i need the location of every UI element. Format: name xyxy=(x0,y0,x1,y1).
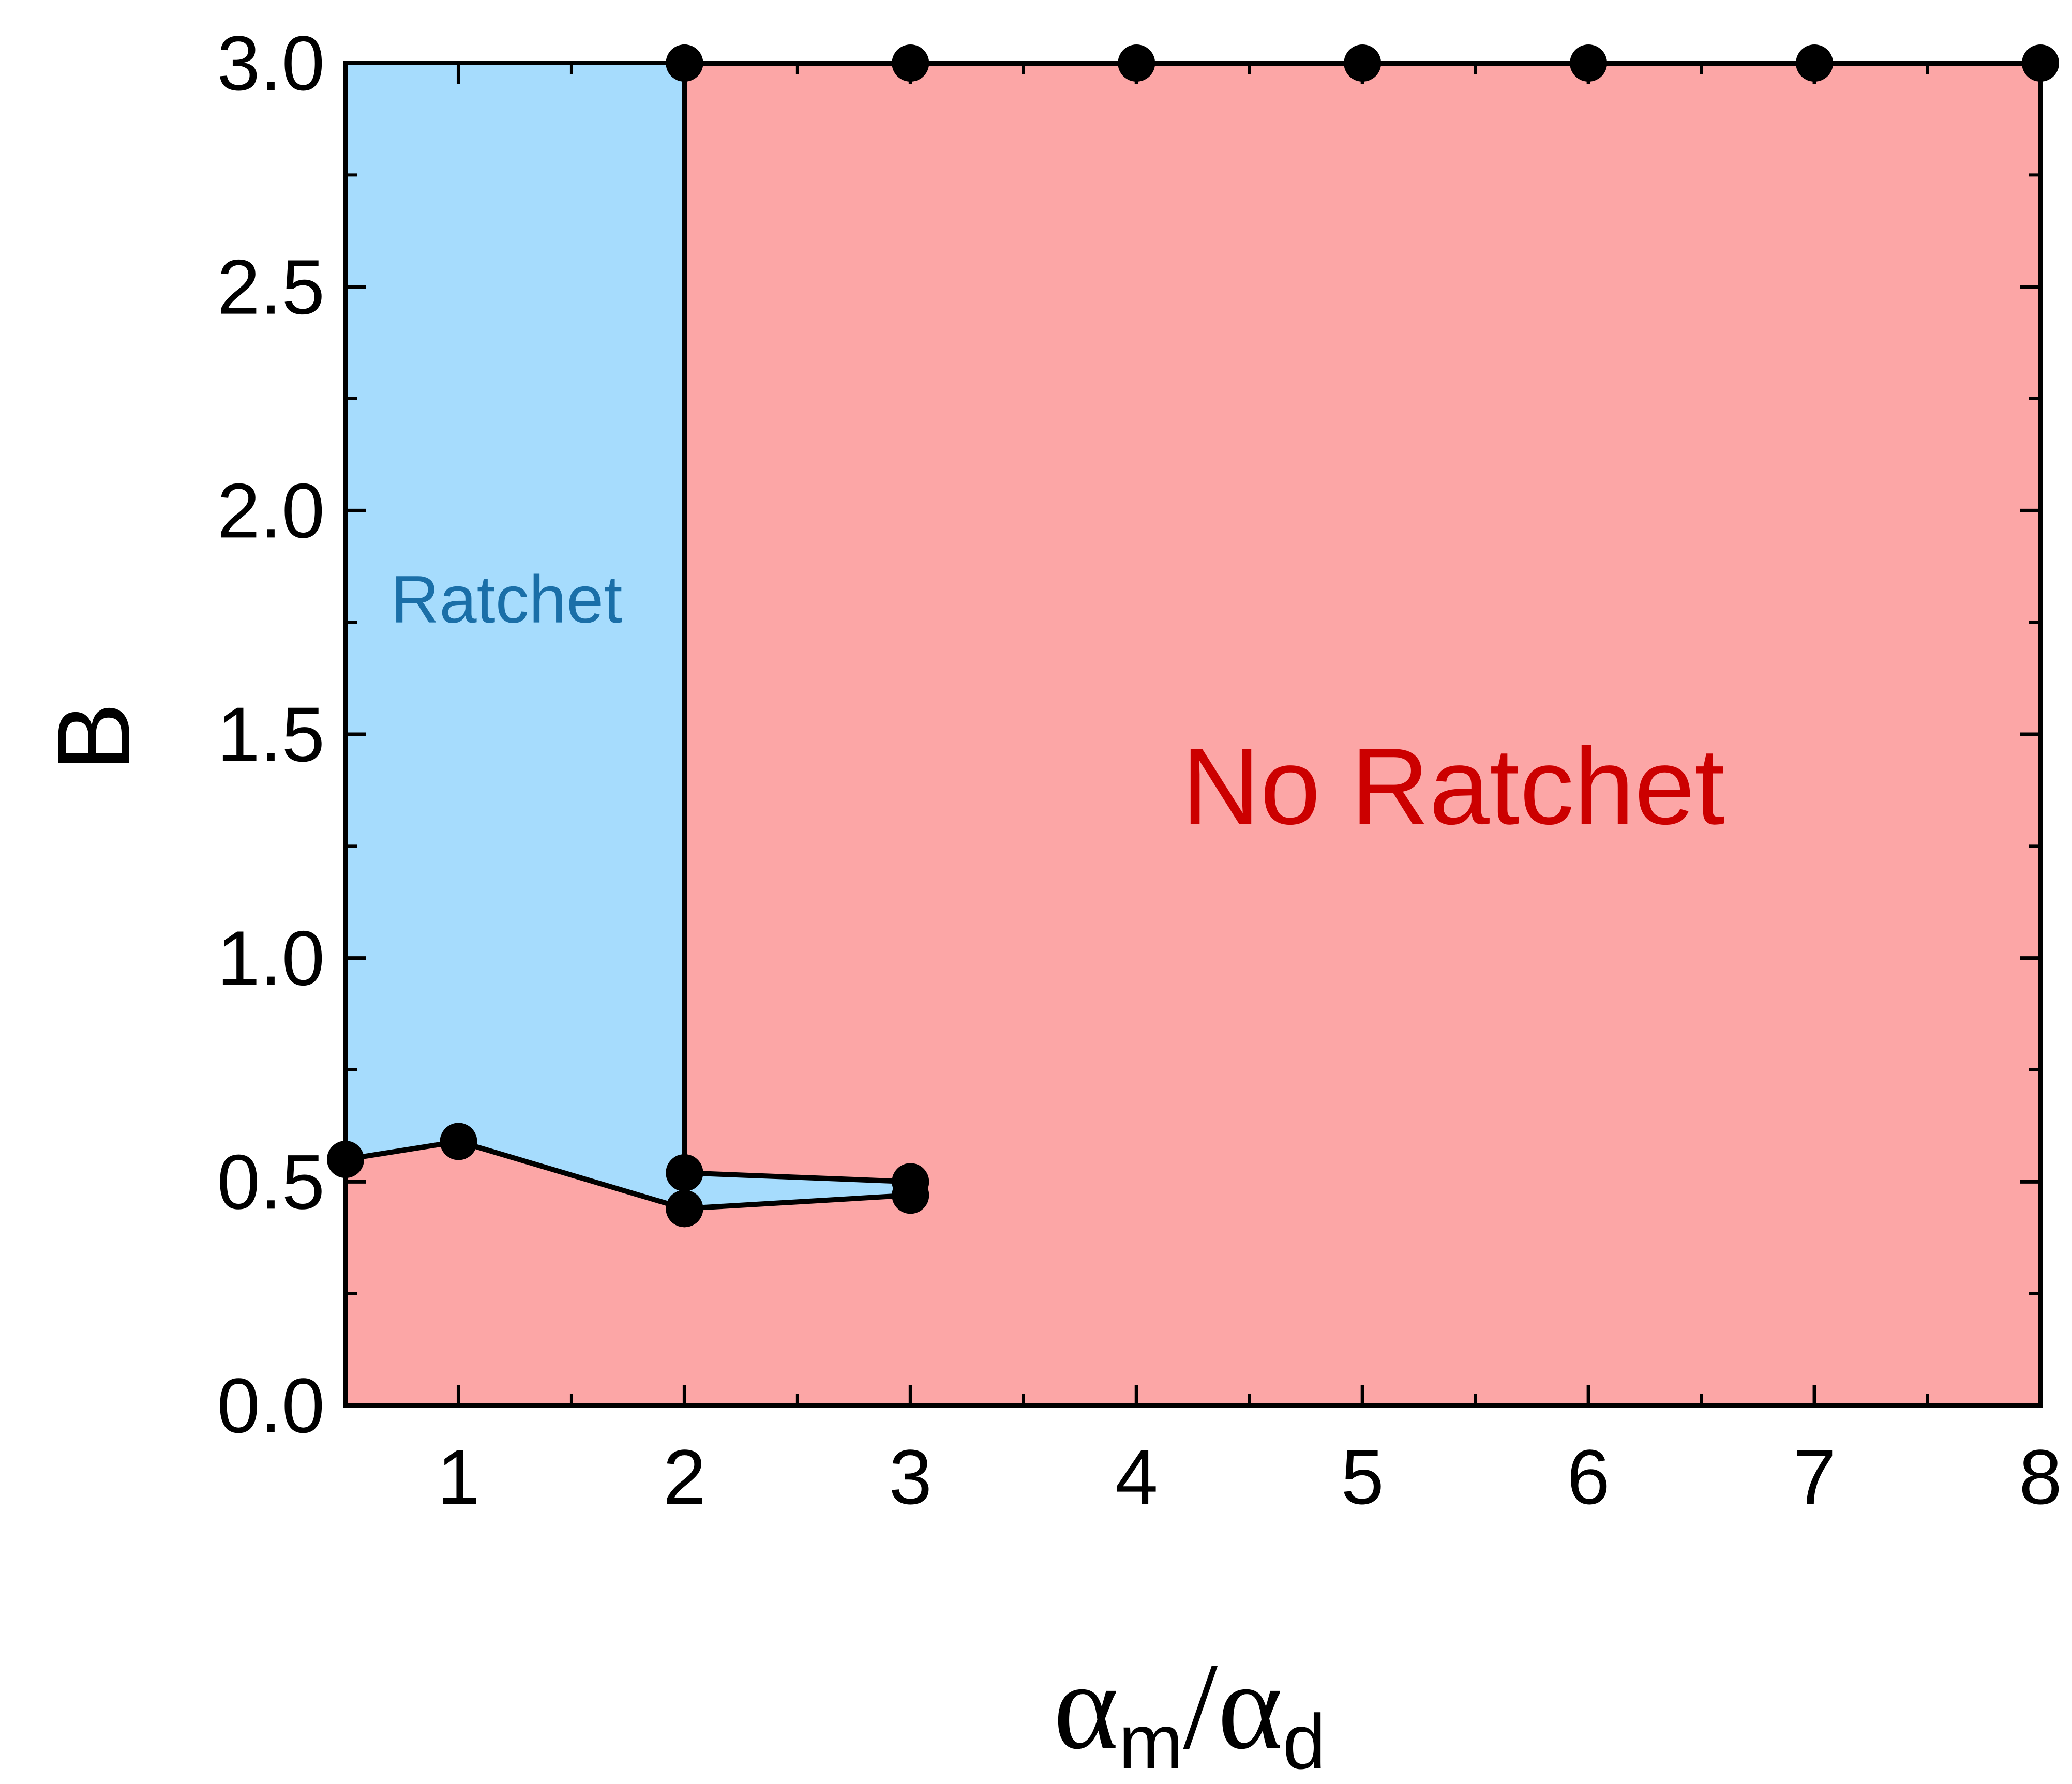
y-tick-label: 1.5 xyxy=(217,691,325,778)
y-tick-label: 3.0 xyxy=(217,20,325,107)
data-point xyxy=(892,44,929,82)
axis-ticks: 1 2 3 4 5 6 7 8 0.0 0.5 1.0 1.5 2.0 2.5 3.0 xyxy=(217,20,2062,1520)
x-tick-label: 3 xyxy=(889,1433,932,1520)
boundary-line-3 xyxy=(684,1192,911,1212)
data-point xyxy=(327,1141,364,1178)
x-axis-label-sub-m: m xyxy=(1118,1698,1183,1784)
data-point xyxy=(1570,44,1608,82)
y-axis-label: B xyxy=(36,702,152,771)
data-point xyxy=(666,1190,703,1228)
data-point xyxy=(892,1176,929,1214)
x-axis-label-slash: / xyxy=(1183,1637,1218,1775)
data-point xyxy=(1118,44,1155,82)
data-point xyxy=(1796,44,1834,82)
x-tick-label: 1 xyxy=(437,1433,480,1520)
data-point xyxy=(666,1154,703,1192)
data-point xyxy=(440,1123,477,1160)
region-ratchet-fill xyxy=(346,63,685,1209)
x-axis-label-alpha-d: α xyxy=(1218,1637,1283,1775)
region-labels: Ratchet No Ratchet xyxy=(391,562,1725,847)
y-tick-label: 0.0 xyxy=(217,1362,325,1449)
data-point xyxy=(2022,44,2059,82)
x-tick-label: 5 xyxy=(1341,1433,1384,1520)
x-axis-label: αm/αd xyxy=(1054,1637,1326,1784)
y-tick-label: 1.0 xyxy=(217,915,325,1002)
x-tick-label: 7 xyxy=(1793,1433,1836,1520)
data-point xyxy=(666,44,703,82)
boundary-line-2 xyxy=(684,1170,911,1185)
y-tick-label: 0.5 xyxy=(217,1138,325,1225)
y-tick-label: 2.5 xyxy=(217,244,325,330)
data-points xyxy=(327,44,2059,1228)
x-tick-label: 2 xyxy=(663,1433,706,1520)
y-tick-label: 2.0 xyxy=(217,467,325,554)
region-label-ratchet: Ratchet xyxy=(391,562,622,637)
region-label-no-ratchet: No Ratchet xyxy=(1182,725,1725,847)
x-tick-label: 8 xyxy=(2019,1433,2062,1520)
x-tick-label: 6 xyxy=(1567,1433,1610,1520)
x-axis-label-sub-d: d xyxy=(1283,1698,1326,1784)
x-tick-label: 4 xyxy=(1115,1433,1158,1520)
data-point xyxy=(1344,44,1382,82)
region-fills xyxy=(346,63,2040,1405)
x-axis-label-alpha-m: α xyxy=(1054,1637,1119,1775)
